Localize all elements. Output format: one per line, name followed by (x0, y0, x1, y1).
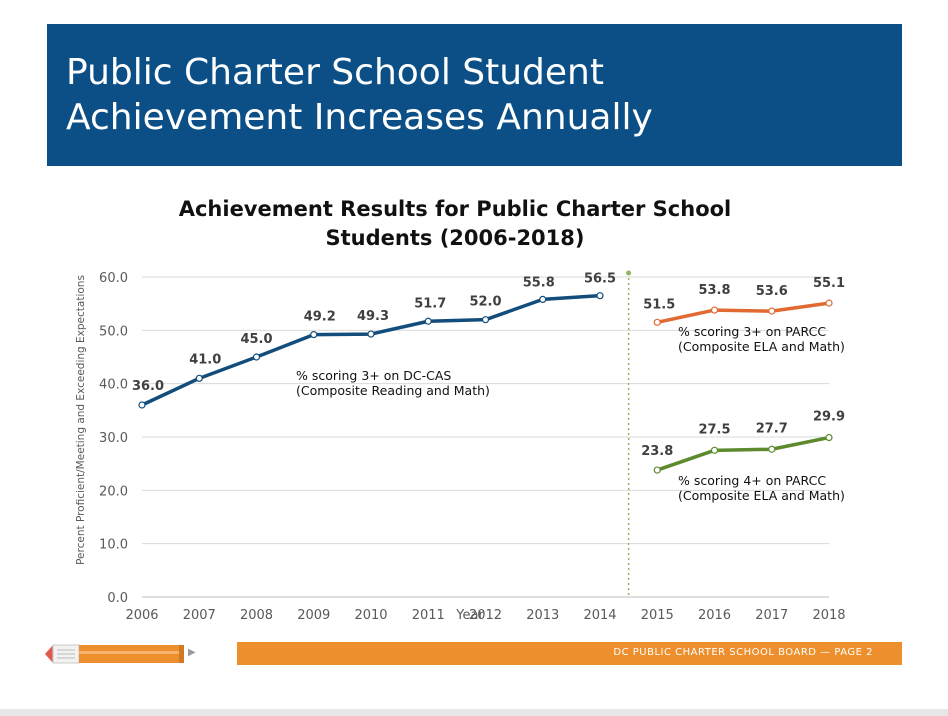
x-tick-label: 2006 (125, 608, 158, 623)
series-label-dccas-line-1: % scoring 3+ on DC-CAS (296, 368, 451, 383)
data-point-dccas (252, 353, 261, 361)
footer-text: DC PUBLIC CHARTER SCHOOL BOARD — PAGE 2 (613, 647, 873, 658)
y-tick-label: 60.0 (99, 271, 128, 286)
data-label-parcc4: 23.8 (641, 444, 673, 459)
data-point-parcc4 (768, 445, 776, 453)
x-tick-label: 2010 (354, 608, 387, 623)
data-label-dccas: 45.0 (240, 332, 272, 347)
page-title-line-2: Achievement Increases Annually (66, 97, 653, 138)
data-label-dccas: 55.8 (523, 275, 555, 290)
y-tick-label: 20.0 (99, 484, 128, 499)
x-tick-label: 2009 (297, 608, 330, 623)
data-point-dccas (481, 316, 490, 324)
chart-title-line-1: Achievement Results for Public Charter S… (179, 197, 732, 221)
data-point-parcc3 (710, 306, 719, 314)
data-label-dccas: 52.0 (469, 295, 501, 310)
data-point-parcc4 (710, 446, 719, 454)
data-label-dccas: 36.0 (132, 379, 164, 394)
series-label-parcc3-line-2: (Composite ELA and Math) (678, 339, 845, 354)
data-point-parcc4 (653, 466, 661, 474)
data-label-dccas: 56.5 (584, 272, 616, 287)
data-point-dccas (539, 295, 547, 303)
x-tick-label: 2012 (469, 608, 502, 623)
series-label-dccas-line-2: (Composite Reading and Math) (296, 383, 490, 398)
data-point-dccas (367, 330, 375, 338)
data-point-parcc4 (825, 433, 833, 442)
data-label-parcc4: 27.5 (698, 422, 730, 437)
x-tick-label: 2018 (812, 608, 845, 623)
series-label-parcc4-line-1: % scoring 4+ on PARCC (678, 473, 826, 488)
x-tick-label: 2008 (240, 608, 273, 623)
data-point-parcc3 (825, 299, 833, 307)
data-point-dccas (310, 331, 318, 339)
x-tick-label: 2011 (412, 608, 445, 623)
era-divider-dot (626, 270, 632, 276)
data-point-dccas (195, 374, 203, 382)
page-title-line-1: Public Charter School Student (66, 52, 604, 93)
data-point-parcc3 (653, 318, 661, 326)
bottom-divider (0, 709, 948, 716)
data-label-parcc4: 27.7 (756, 421, 788, 436)
x-tick-label: 2015 (641, 608, 674, 623)
data-label-dccas: 41.0 (189, 352, 221, 367)
y-axis-title: Percent Proficient/Meeting and Exceeding… (75, 275, 87, 565)
x-tick-label: 2007 (183, 608, 216, 623)
data-point-dccas (596, 292, 604, 300)
data-point-parcc3 (768, 307, 776, 315)
data-label-parcc3: 51.5 (643, 297, 675, 312)
x-tick-label: 2013 (526, 608, 559, 623)
data-label-parcc3: 55.1 (813, 276, 845, 291)
series-label-parcc3-line-1: % scoring 3+ on PARCC (678, 324, 826, 339)
data-label-dccas: 51.7 (414, 296, 446, 311)
x-tick-label: 2017 (755, 608, 788, 623)
series-line-parcc4 (656, 435, 830, 472)
pencil-icon (45, 644, 184, 664)
x-tick-label: 2016 (698, 608, 731, 623)
data-label-parcc3: 53.6 (756, 284, 788, 299)
data-label-dccas: 49.3 (357, 309, 389, 324)
data-point-dccas (424, 317, 432, 325)
y-tick-label: 40.0 (99, 378, 128, 393)
series-line-parcc3 (656, 301, 830, 325)
series-label-parcc4-line-2: (Composite ELA and Math) (678, 488, 845, 503)
x-axis-title: Year (455, 608, 484, 623)
title-banner: Public Charter School Student Achievemen… (47, 24, 902, 166)
data-label-parcc4: 29.9 (813, 410, 845, 425)
x-tick-label: 2014 (583, 608, 616, 623)
arrow-right-icon: ▶ (188, 647, 196, 658)
footer-bar: DC PUBLIC CHARTER SCHOOL BOARD — PAGE 2 (237, 642, 902, 665)
page-title: Public Charter School Student Achievemen… (66, 50, 653, 140)
data-label-parcc3: 53.8 (698, 283, 730, 298)
chart-title-line-2: Students (2006-2018) (326, 226, 585, 250)
data-label-dccas: 49.2 (304, 310, 336, 325)
y-tick-label: 50.0 (99, 324, 128, 339)
y-tick-label: 30.0 (99, 431, 128, 446)
data-point-dccas (138, 401, 146, 409)
y-tick-label: 10.0 (99, 538, 128, 553)
y-tick-label: 0.0 (107, 591, 128, 606)
achievement-chart: Achievement Results for Public Charter S… (75, 197, 846, 623)
